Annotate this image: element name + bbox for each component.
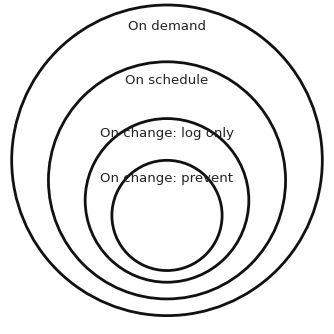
Text: On schedule: On schedule — [125, 74, 209, 87]
Text: On demand: On demand — [128, 20, 206, 33]
Text: On change: prevent: On change: prevent — [101, 172, 233, 185]
Text: On change: log only: On change: log only — [100, 127, 234, 140]
